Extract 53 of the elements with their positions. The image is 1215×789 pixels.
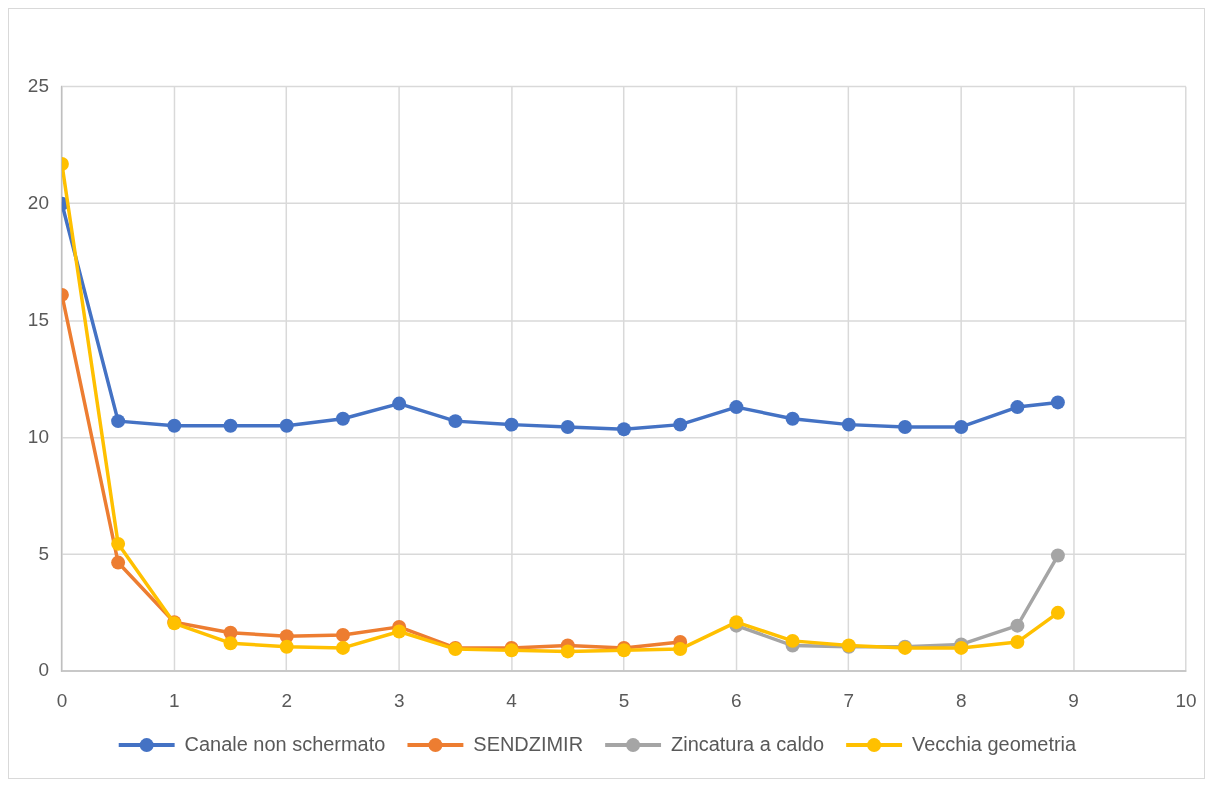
point (223, 418, 238, 433)
point (729, 400, 744, 415)
point (673, 642, 688, 657)
x-tick-label: 3 (393, 689, 405, 711)
point (392, 624, 407, 639)
point (167, 418, 182, 433)
y-tick-label: 0 (38, 659, 49, 681)
y-tick-label: 10 (27, 425, 49, 447)
point (111, 536, 126, 551)
point (448, 414, 463, 429)
y-tick-label: 5 (38, 542, 49, 564)
point (335, 640, 350, 655)
y-tick-label: 20 (27, 191, 49, 213)
point (560, 419, 575, 434)
x-tick-label: 1 (169, 689, 180, 711)
point (223, 636, 238, 651)
legend-label: Canale non schermato (184, 732, 386, 755)
legend-label: Vecchia geometria (912, 732, 1078, 755)
point (111, 414, 126, 429)
point (841, 417, 856, 432)
x-tick-label: 2 (281, 689, 293, 711)
y-tick-label: 25 (27, 75, 49, 97)
point (1010, 635, 1025, 650)
point (1050, 395, 1065, 410)
point (1050, 548, 1065, 563)
point (785, 633, 800, 648)
legend-label: SENDZIMIR (473, 732, 584, 755)
x-tick-label: 0 (56, 689, 68, 711)
x-tick-label: 4 (506, 689, 517, 711)
point (1050, 605, 1065, 620)
x-tick-label: 5 (618, 689, 630, 711)
point (392, 396, 407, 411)
point (335, 628, 350, 643)
point (279, 418, 294, 433)
x-tick-label: 6 (731, 689, 742, 711)
point (279, 639, 294, 654)
point (335, 411, 350, 426)
x-tick-label: 9 (1068, 689, 1079, 711)
point (504, 417, 519, 432)
point (673, 417, 688, 432)
x-tick-label: 10 (1175, 689, 1197, 711)
point (898, 419, 912, 434)
x-tick-label: 7 (843, 689, 855, 711)
point (616, 422, 631, 437)
point (1010, 618, 1025, 633)
y-tick-label: 15 (27, 308, 49, 330)
point (954, 419, 969, 434)
point (560, 644, 575, 659)
point (1010, 400, 1025, 415)
legend-label: Zincatura a caldo (671, 732, 825, 755)
point (785, 411, 800, 426)
x-tick-label: 8 (955, 689, 967, 711)
point (111, 555, 126, 570)
